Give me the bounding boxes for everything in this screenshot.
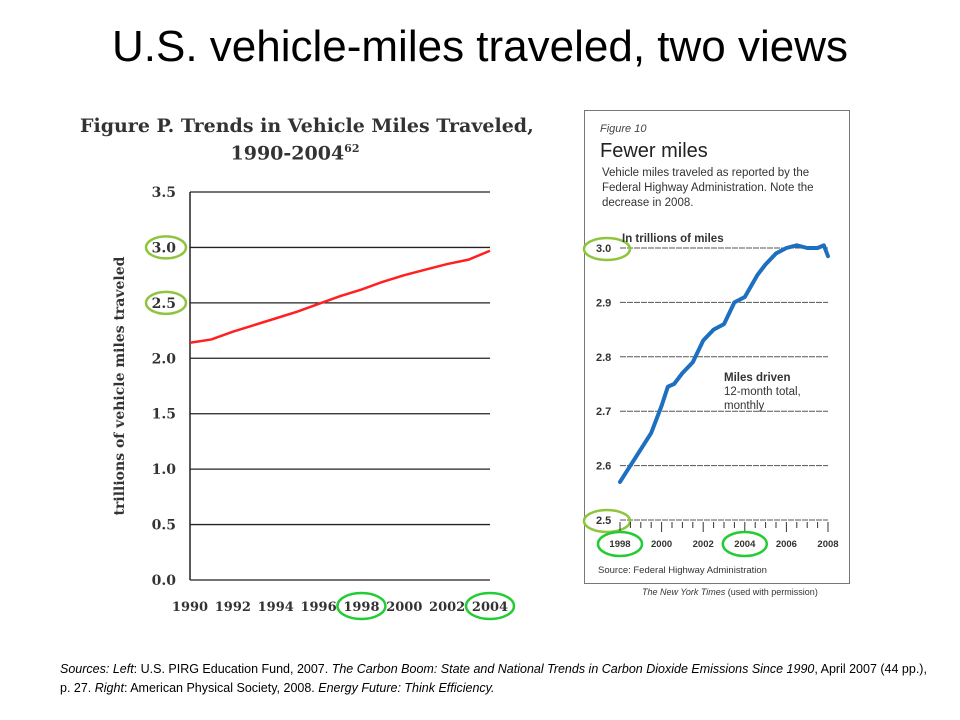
figure-label: Figure 10 xyxy=(600,123,647,135)
right-y-tick-label: 2.9 xyxy=(596,297,611,309)
right-series-line xyxy=(618,243,830,484)
right-y-tick-label: 3.0 xyxy=(596,243,611,255)
sources-right-label: Right xyxy=(94,681,124,695)
sources-left-text: : U.S. PIRG Education Fund, 2007. xyxy=(133,662,332,676)
left-x-tick-label: 1996 xyxy=(300,600,336,615)
left-y-tick-label: 3.5 xyxy=(152,185,176,201)
right-x-tick-label: 1998 xyxy=(609,539,630,550)
slide-title: U.S. vehicle-miles traveled, two views xyxy=(111,22,848,71)
right-y-tick-label: 2.5 xyxy=(596,515,611,527)
sources-right-text: : American Physical Society, 2008. xyxy=(123,681,319,695)
left-x-tick-label: 2000 xyxy=(386,600,422,615)
right-y-tick-label: 2.7 xyxy=(596,406,611,418)
left-y-tick-label: 0.0 xyxy=(152,573,177,589)
left-x-tick-label: 2004 xyxy=(472,600,508,615)
left-tick-highlight xyxy=(464,591,516,621)
right-x-tick-label: 2006 xyxy=(776,539,797,550)
left-chart-title-years: 1990-2004 xyxy=(230,142,345,165)
figure-description: Vehicle miles traveled as reported by th… xyxy=(602,167,814,209)
right-tick-highlight xyxy=(582,508,632,534)
right-chart-svg: 2.5 2.6 2.7 2.8 2.9 3.0 1998 2000 2002 2004 2006 20… xyxy=(582,236,839,558)
right-tick-highlight xyxy=(721,530,769,558)
right-y-tick-label: 2.6 xyxy=(596,461,611,473)
left-chart-title-footnote: 62 xyxy=(344,142,360,155)
series-label: Miles driven 12-month total, monthly xyxy=(724,371,824,413)
credit-note: (used with permission) xyxy=(725,587,818,597)
left-y-tick-label: 2.0 xyxy=(152,351,177,367)
right-y-tick-label: 2.8 xyxy=(596,352,611,364)
left-x-tick-label: 1992 xyxy=(215,600,251,615)
left-chart-svg: 0.0 0.5 1.0 1.5 2.0 2.5 3.0 3.5 1990 1992 1994 1996… xyxy=(112,185,516,621)
left-x-tick-label: 1990 xyxy=(172,600,208,615)
left-x-tick-label: 1994 xyxy=(258,600,294,615)
left-tick-highlight xyxy=(144,290,188,316)
right-chart-panel: 2.5 2.6 2.7 2.8 2.9 3.0 1998 2000 2002 2004 2006 20… xyxy=(560,100,860,610)
right-x-tick-label: 2000 xyxy=(651,539,672,550)
credit-line: The New York Times (used with permission… xyxy=(642,587,818,597)
left-chart-title-line1: Figure P. Trends in Vehicle Miles Travel… xyxy=(80,115,534,137)
left-x-tick-label: 1998 xyxy=(343,600,379,615)
left-chart-panel: Figure P. Trends in Vehicle Miles Travel… xyxy=(60,100,534,630)
sources-left-details: , April 2007 (44 pp.), p. 27. xyxy=(60,662,927,695)
units-label: In trillions of miles xyxy=(622,233,724,245)
credit-publication: The New York Times xyxy=(642,587,726,597)
left-tick-highlight xyxy=(144,235,188,260)
left-chart-title-line2: 1990-200462 xyxy=(60,142,530,164)
right-tick-highlight xyxy=(596,530,644,558)
right-tick-highlight xyxy=(582,236,632,262)
left-x-tick-label: 2002 xyxy=(429,600,465,615)
left-y-tick-label: 2.5 xyxy=(152,296,176,312)
series-name: Miles driven xyxy=(724,372,791,384)
left-y-tick-label: 3.0 xyxy=(152,240,177,256)
sources-right-title: Energy Future: Think Efficiency. xyxy=(318,681,495,695)
series-description: 12-month total, monthly xyxy=(724,386,801,412)
sources-left-title: The Carbon Boom: State and National Tren… xyxy=(331,662,815,676)
sources-footnote: Sources: Left: U.S. PIRG Education Fund,… xyxy=(60,660,940,698)
right-chart-frame xyxy=(584,110,850,584)
left-y-tick-label: 0.5 xyxy=(152,518,176,534)
left-y-axis-label: trillions of vehicle miles traveled xyxy=(112,256,128,515)
right-x-tick-label: 2004 xyxy=(734,539,756,550)
sources-prefix: Sources: xyxy=(60,662,113,676)
left-series-line xyxy=(189,249,491,345)
figure-title: Fewer miles xyxy=(600,140,708,162)
sources-left-label: Left xyxy=(112,662,134,676)
left-tick-highlight xyxy=(336,591,387,621)
right-x-tick-label: 2008 xyxy=(817,539,838,550)
left-y-tick-label: 1.5 xyxy=(152,407,176,423)
left-y-tick-label: 1.0 xyxy=(152,462,177,478)
right-x-tick-label: 2002 xyxy=(693,539,714,550)
source-label: Source: Federal Highway Administration xyxy=(598,565,767,576)
